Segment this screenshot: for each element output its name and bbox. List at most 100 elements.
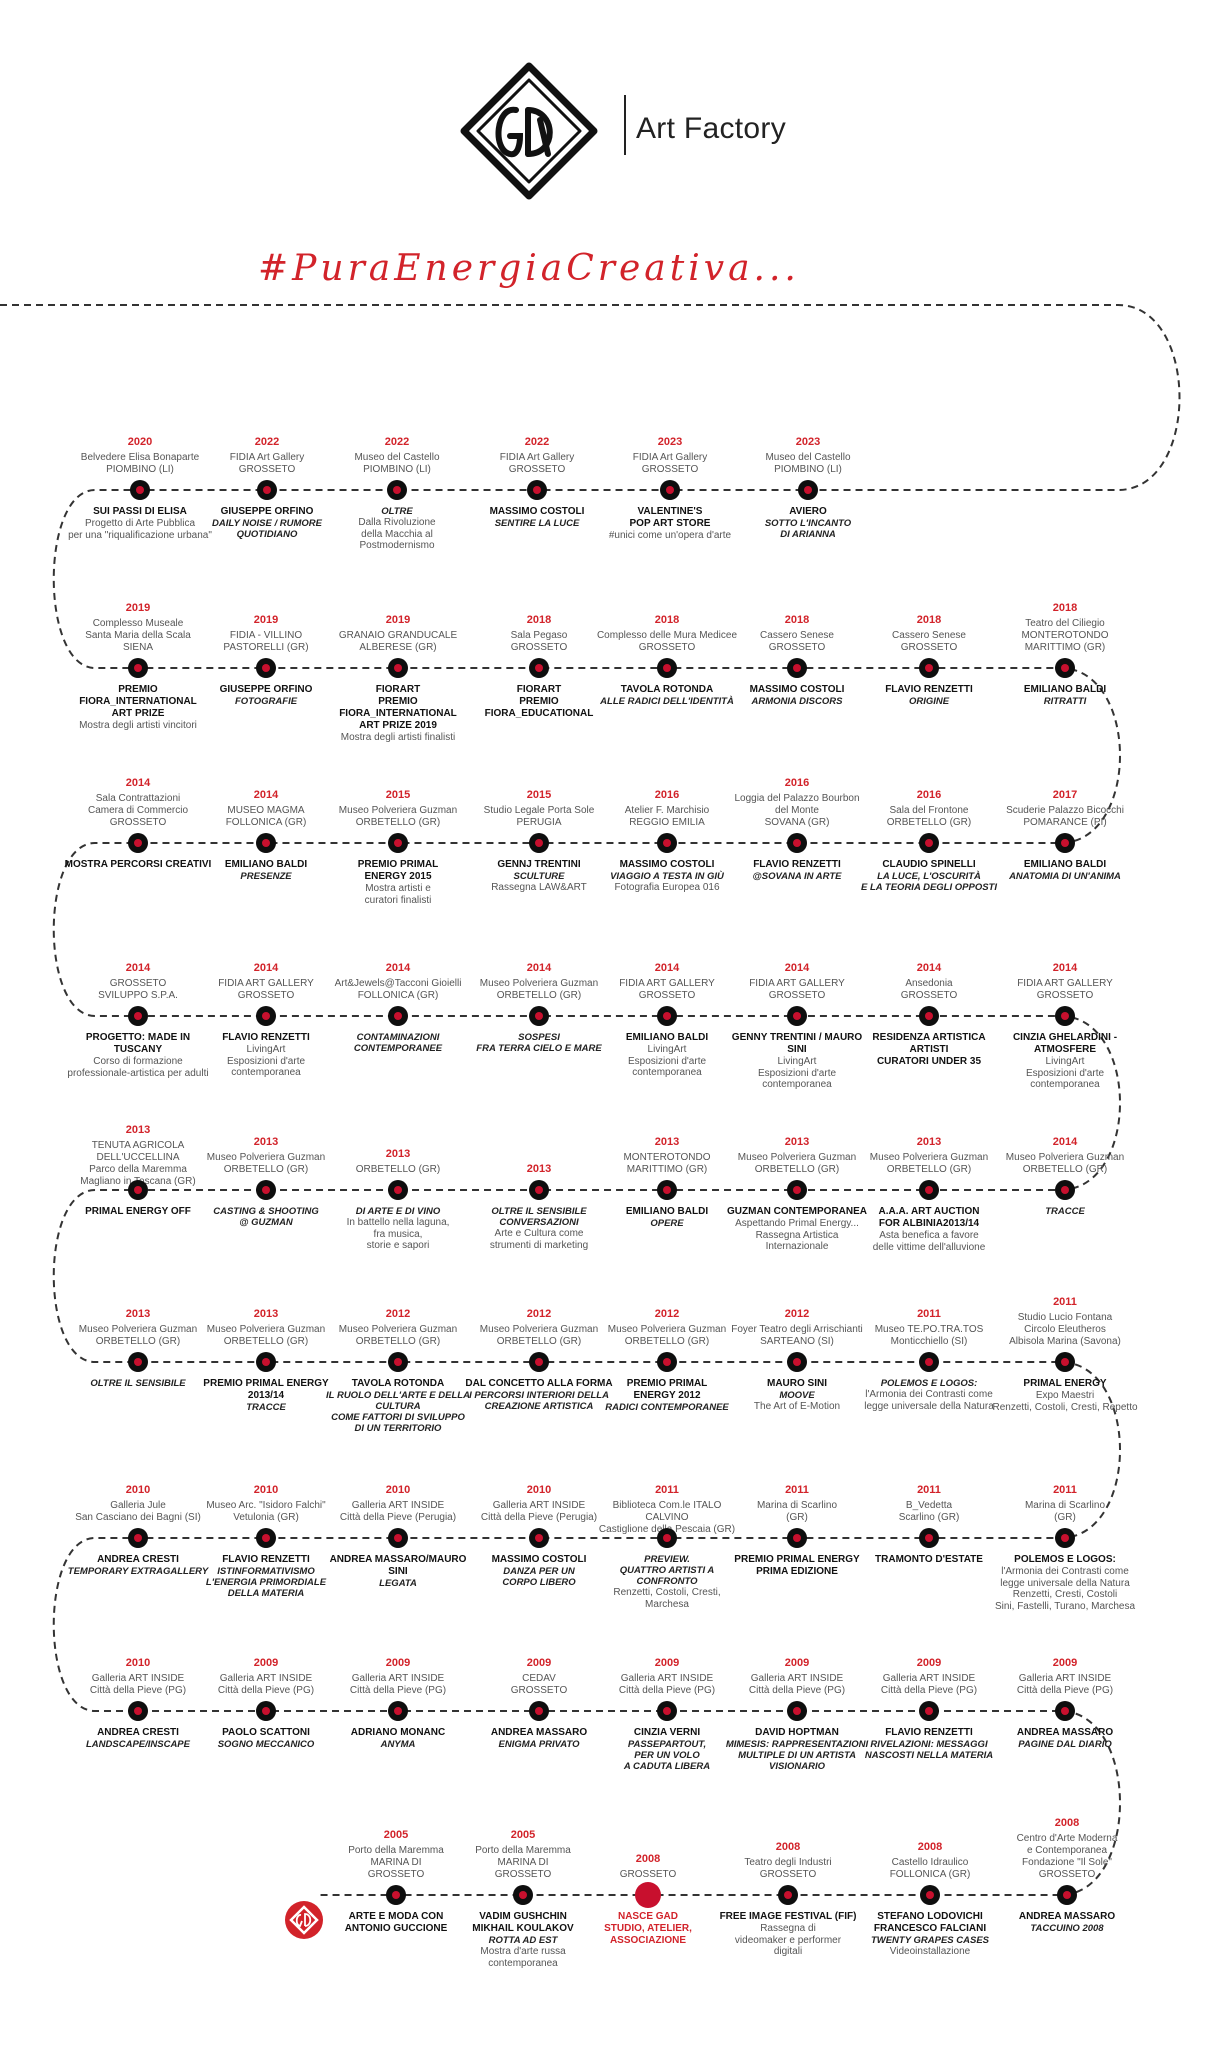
event-marker-icon	[919, 1006, 939, 1026]
event-venue: Galleria ART INSIDE Città della Pieve (P…	[1016, 1673, 1114, 1696]
event-header: 2012 Foyer Teatro degli Arrischianti SART…	[723, 1308, 871, 1348]
event-marker-icon	[787, 1701, 807, 1721]
event-year: 2017	[1052, 789, 1078, 801]
event-venue: MONTEROTONDO MARITTIMO (GR)	[623, 1152, 711, 1175]
event-subtitle: SOTTO L'INCANTO DI ARIANNA	[764, 518, 852, 540]
event-subtitle: CONTAMINAZIONI CONTEMPORANEE	[353, 1032, 443, 1054]
event-details: ADRIANO MONANC ANYMA	[324, 1727, 472, 1750]
event-year: 2013	[125, 1124, 151, 1136]
event-venue: Scuderie Palazzo Bicocchi POMARANCE (PI)	[1006, 805, 1124, 828]
event-subtitle: LANDSCAPE/INSCAPE	[86, 1739, 190, 1750]
event-marker-icon	[657, 658, 677, 678]
event-venue: Studio Lucio Fontana Circolo Eleutheros …	[1009, 1312, 1121, 1347]
event-venue: Museo Polveriera Guzman ORBETELLO (GR)	[479, 1324, 599, 1347]
event-venue: Galleria ART INSIDE Città della Pieve (P…	[618, 1673, 716, 1696]
event-venue: Porto della Maremma MARINA DI GROSSETO	[348, 1845, 444, 1880]
event-title: ANDREA MASSARO	[1016, 1727, 1114, 1738]
event-venue: Museo del Castello PIOMBINO (LI)	[765, 452, 851, 475]
event-subtitle: ENIGMA PRIVATO	[498, 1739, 580, 1750]
event-year: 2009	[784, 1657, 810, 1669]
event-year: 2014	[1052, 1136, 1078, 1148]
event-subtitle: IL RUOLO DELL'ARTE E DELLA CULTURA COME …	[326, 1390, 470, 1434]
event-year: 2015	[526, 789, 552, 801]
event-venue: TENUTA AGRICOLA DELL'UCCELLINA Parco del…	[80, 1140, 196, 1187]
event-marker-icon	[387, 480, 407, 500]
event-year: 2009	[526, 1657, 552, 1669]
event-header: 2015 Museo Polveriera Guzman ORBETELLO (G…	[324, 789, 472, 829]
event-year: 2013	[385, 1148, 411, 1160]
event-venue: Foyer Teatro degli Arrischianti SARTEANO…	[731, 1324, 863, 1347]
event-year: 2018	[526, 614, 552, 626]
event-header: 2014 GROSSETO SVILUPPO S.P.A.	[64, 962, 212, 1002]
event-title: FLAVIO RENZETTI	[885, 684, 973, 695]
event-title: MAURO SINI	[767, 1378, 827, 1389]
event-marker-icon	[919, 1180, 939, 1200]
event-title: PREMIO PRIMAL ENERGY 2013/14	[203, 1378, 329, 1401]
event-venue: Sala del Frontone ORBETELLO (GR)	[886, 805, 972, 828]
event-header: 2011 Museo TE.PO.TRA.TOS Monticchiello (S…	[855, 1308, 1003, 1348]
event-venue: Museo Polveriera Guzman ORBETELLO (GR)	[206, 1324, 326, 1347]
event-header: 2014 FIDIA ART GALLERY GROSSETO	[723, 962, 871, 1002]
event-venue: Teatro del Ciliegio MONTEROTONDO MARITTI…	[1021, 618, 1109, 653]
event-details: GIUSEPPE ORFINO DAILY NOISE / RUMORE QUOT…	[193, 506, 341, 540]
event-subtitle: CASTING & SHOOTING @ GUZMAN	[213, 1206, 319, 1228]
event-header: 2009 Galleria ART INSIDE Città della Piev…	[593, 1657, 741, 1697]
event-details: POLEMOS E LOGOS: l'Armonia dei Contrasti …	[855, 1378, 1003, 1412]
event-marker-icon	[527, 480, 547, 500]
event-venue: FIDIA Art Gallery GROSSETO	[499, 452, 575, 475]
event-title: FLAVIO RENZETTI	[222, 1032, 310, 1043]
event-details: PAOLO SCATTONI SOGNO MECCANICO	[192, 1727, 340, 1750]
event-year: 2011	[1053, 1296, 1077, 1308]
event-details: EMILIANO BALDI ANATOMIA DI UN'ANIMA	[991, 859, 1139, 882]
event-description: l'Armonia dei Contrasti come legge unive…	[994, 1566, 1136, 1612]
event-header: 2012 Museo Polveriera Guzman ORBETELLO (G…	[465, 1308, 613, 1348]
event-description: Aspettando Primal Energy... Rassegna Art…	[735, 1218, 859, 1252]
event-details: MAURO SINI MOOVE The Art of E-Motion	[723, 1378, 871, 1413]
event-description: LivingArt Esposizioni d'arte contemporan…	[1025, 1056, 1105, 1090]
event-header: 2013 TENUTA AGRICOLA DELL'UCCELLINA Parco…	[64, 1124, 212, 1188]
event-venue: FIDIA ART GALLERY GROSSETO	[218, 978, 314, 1001]
event-year: 2014	[253, 962, 279, 974]
event-marker-icon	[787, 833, 807, 853]
event-details: OLTRE IL SENSIBILE CONVERSAZIONI Arte e C…	[465, 1206, 613, 1251]
event-description: LivingArt Esposizioni d'arte contemporan…	[226, 1044, 306, 1078]
event-year: 2009	[253, 1657, 279, 1669]
event-details: ARTE E MODA CON ANTONIO GUCCIONE	[322, 1911, 470, 1935]
event-year: 2016	[784, 777, 810, 789]
event-year: 2011	[1053, 1484, 1077, 1496]
event-venue: Galleria ART INSIDE Città della Pieve (P…	[880, 1673, 978, 1696]
event-details: ANDREA MASSARO/MAURO SINI LEGATA	[324, 1554, 472, 1589]
event-header: 2013	[465, 1163, 613, 1176]
event-details: SOSPESI FRA TERRA CIELO E MARE	[465, 1032, 613, 1054]
event-description: LivingArt Esposizioni d'arte contemporan…	[627, 1044, 707, 1078]
event-subtitle: TRACCE	[246, 1402, 286, 1413]
event-details: FLAVIO RENZETTI ORIGINE	[855, 684, 1003, 707]
event-subtitle: I PERCORSI INTERIORI DELLA CREAZIONE ART…	[469, 1390, 609, 1412]
event-year: 2009	[916, 1657, 942, 1669]
event-venue: Museo Polveriera Guzman ORBETELLO (GR)	[737, 1152, 857, 1175]
event-marker-icon	[798, 480, 818, 500]
event-description: Progetto di Arte Pubblica per una "riqua…	[68, 518, 212, 541]
gad-logo	[460, 62, 598, 200]
event-venue: Galleria ART INSIDE Città della Pieve (P…	[748, 1673, 846, 1696]
event-header: 2014 Museo Polveriera Guzman ORBETELLO (G…	[465, 962, 613, 1002]
event-year: 2011	[785, 1484, 809, 1496]
event-header: 2008 GROSSETO	[574, 1853, 722, 1881]
event-marker-icon	[388, 833, 408, 853]
event-year: 2018	[784, 614, 810, 626]
event-title: GENNJ TRENTINI	[497, 859, 581, 870]
event-subtitle: OLTRE	[381, 506, 413, 517]
event-description: #unici come un'opera d'arte	[608, 530, 732, 541]
event-header: 2022 FIDIA Art Gallery GROSSETO	[463, 436, 611, 476]
event-year: 2008	[635, 1853, 661, 1865]
event-header: 2016 Loggia del Palazzo Bourbon del Monte…	[723, 777, 871, 829]
event-details: PREMIO PRIMAL ENERGY PRIMA EDIZIONE	[723, 1554, 871, 1578]
event-marker-icon	[529, 1528, 549, 1548]
event-details: PREVIEW. QUATTRO ARTISTI A CONFRONTO Renz…	[593, 1554, 741, 1610]
event-venue: CEDAV GROSSETO	[510, 1673, 568, 1696]
event-title: GIUSEPPE ORFINO	[219, 684, 313, 695]
event-header: 2010 Galleria Jule San Casciano dei Bagni…	[64, 1484, 212, 1524]
event-venue: FIDIA ART GALLERY GROSSETO	[619, 978, 715, 1001]
event-header: 2022 FIDIA Art Gallery GROSSETO	[193, 436, 341, 476]
event-subtitle: RIVELAZIONI: MESSAGGI NASCOSTI NELLA MAT…	[864, 1739, 994, 1761]
